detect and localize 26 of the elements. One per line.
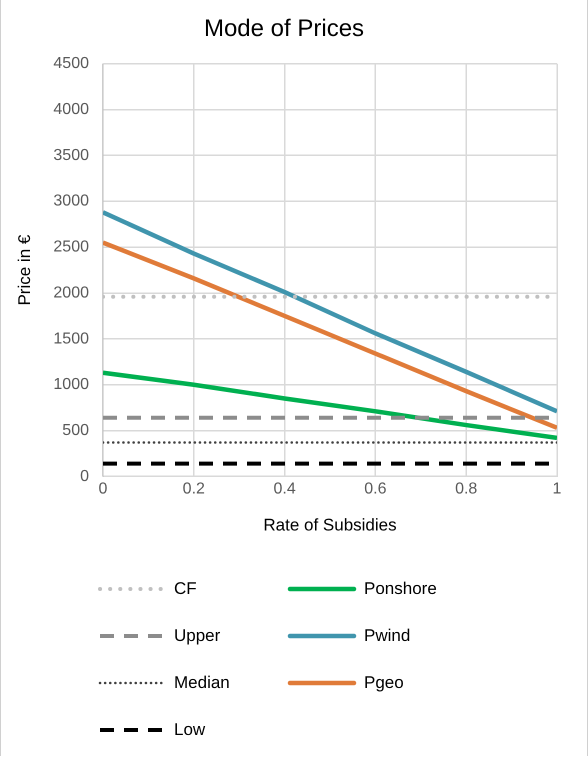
y-tick-label: 0 [80, 468, 90, 485]
x-tick-label: 1 [552, 480, 562, 498]
y-tick-label: 3500 [53, 146, 90, 164]
x-tick-label: 0.2 [182, 480, 206, 498]
legend-label: Median [174, 672, 230, 692]
y-tick-label: 500 [62, 422, 90, 439]
legend-label: Pgeo [364, 672, 404, 692]
x-axis-title: Rate of Subsidies [263, 515, 397, 534]
x-tick-label: 0.6 [364, 480, 387, 498]
y-axis-title: Price in € [14, 234, 34, 306]
legend-label: Upper [174, 626, 220, 646]
legend-label: Ponshore [364, 578, 437, 598]
y-tick-label: 1000 [53, 376, 90, 394]
y-tick-label: 2500 [53, 238, 90, 256]
y-tick-label: 2000 [53, 284, 90, 302]
y-tick-label: 4500 [53, 55, 90, 72]
x-tick-label: 0.8 [455, 480, 478, 498]
y-tick-label: 1500 [53, 330, 90, 348]
legend-label: CF [174, 578, 197, 598]
y-tick-label: 3000 [53, 192, 90, 210]
legend-label: Low [174, 720, 206, 740]
legend-label: Pwind [364, 626, 410, 646]
x-tick-label: 0.4 [273, 480, 296, 498]
y-tick-label: 4000 [53, 101, 90, 118]
chart-title: Mode of Prices [204, 15, 364, 42]
x-tick-label: 0 [98, 480, 108, 498]
